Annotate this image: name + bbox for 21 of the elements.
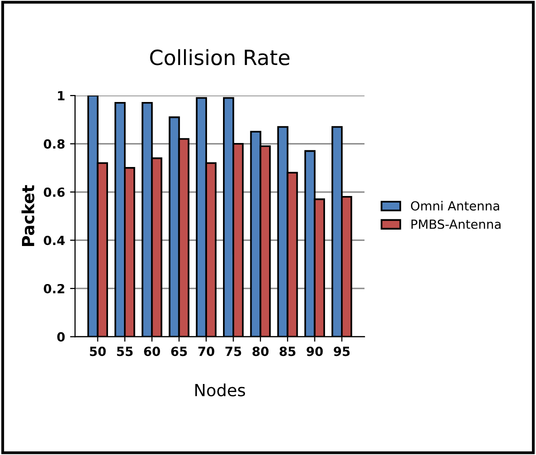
y-tick-label: 1 <box>58 91 64 100</box>
legend-label: Omni Antenna <box>410 200 500 211</box>
x-tick-label: 70 <box>198 346 214 356</box>
x-tick-label: 80 <box>252 346 269 356</box>
y-tick-label: 0.6 <box>44 187 65 197</box>
y-tick-label: 0 <box>57 332 65 342</box>
x-tick-label: 60 <box>144 346 160 356</box>
x-tick-label: 65 <box>171 346 187 356</box>
x-tick-label: 90 <box>306 346 323 356</box>
x-axis-title: Nodes <box>195 384 246 396</box>
x-tick-label: 95 <box>334 346 350 356</box>
legend-label: PMBS-Antenna <box>411 219 501 229</box>
y-axis-title: Packet <box>21 185 34 246</box>
y-tick-label: 0.2 <box>44 284 64 294</box>
x-tick-label: 85 <box>280 346 296 356</box>
x-tick-label: 50 <box>90 346 106 356</box>
y-tick-label: 0.4 <box>44 236 65 246</box>
x-tick-label: 75 <box>225 346 242 356</box>
chart-title: Collision Rate <box>150 49 290 66</box>
y-tick-label: 0.8 <box>44 139 65 149</box>
x-tick-label: 55 <box>117 346 133 356</box>
